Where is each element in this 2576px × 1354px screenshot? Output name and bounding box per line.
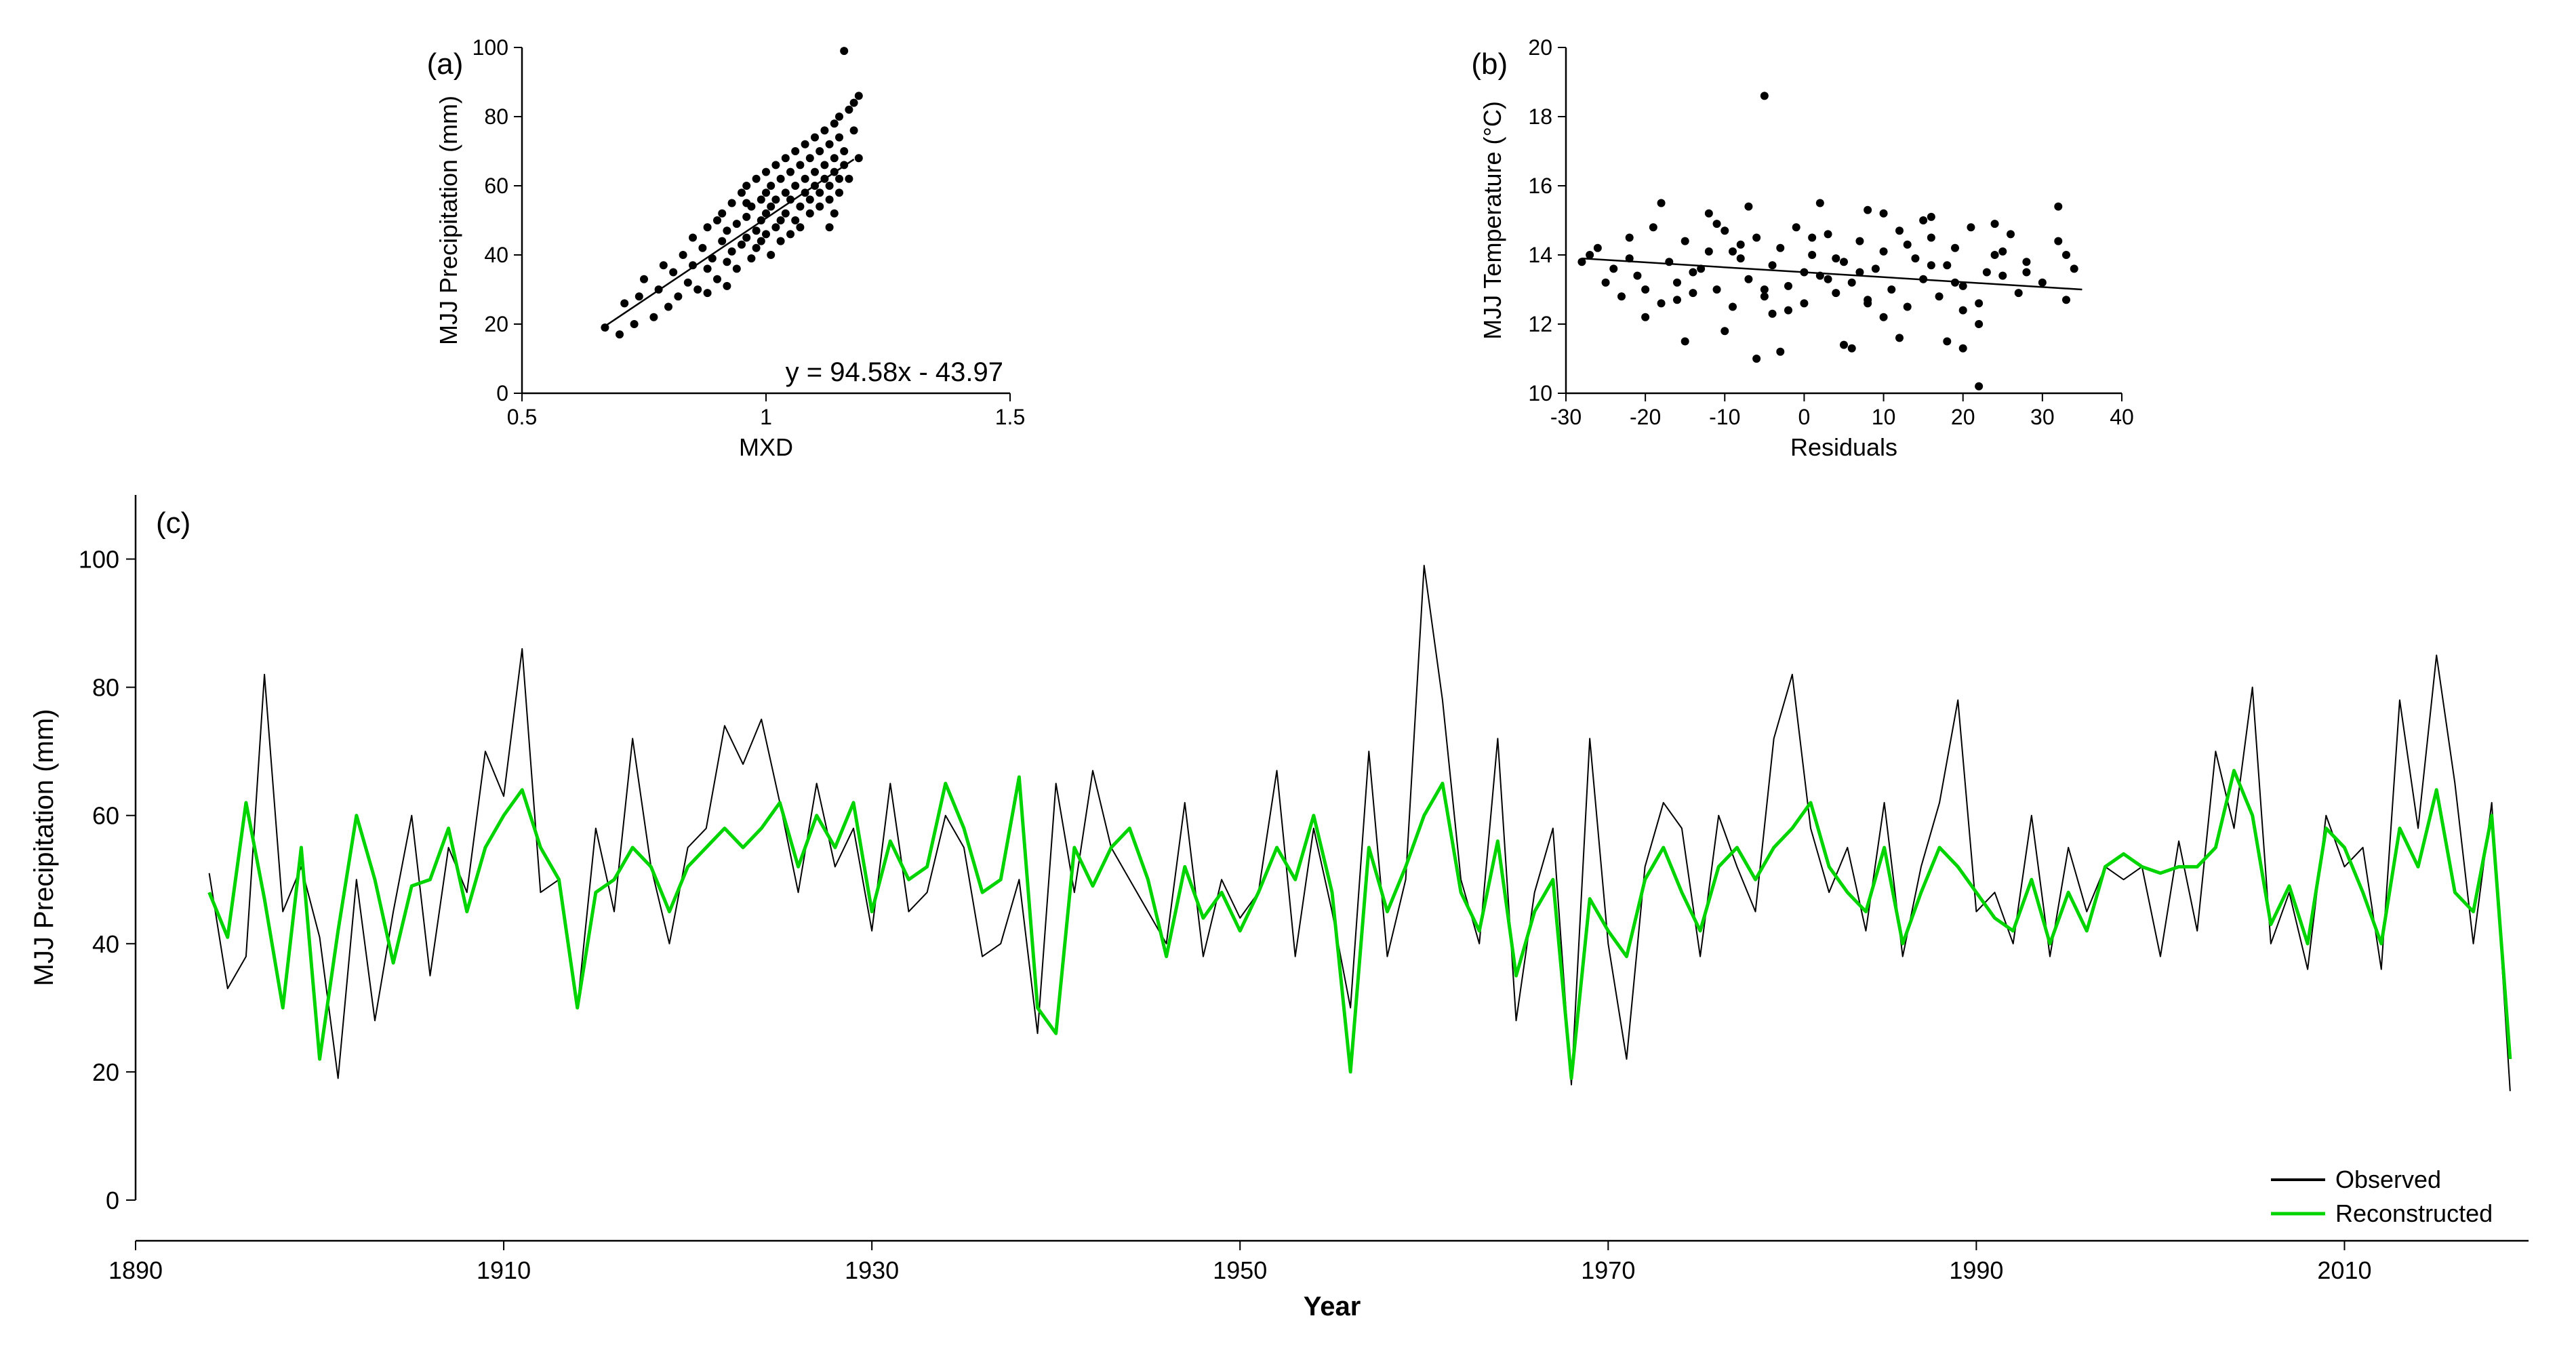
svg-text:16: 16 [1529, 174, 1553, 198]
top-panels-row: (a) 0204060801000.511.5MXDMJJ Precipitat… [20, 20, 2556, 468]
svg-text:0: 0 [106, 1187, 119, 1214]
svg-text:20: 20 [1951, 405, 1975, 429]
svg-text:(c): (c) [156, 506, 190, 540]
svg-text:y = 94.58x - 43.97: y = 94.58x - 43.97 [785, 357, 1003, 387]
svg-text:1950: 1950 [1213, 1256, 1267, 1284]
svg-text:18: 18 [1529, 104, 1553, 129]
svg-text:80: 80 [484, 104, 508, 129]
svg-text:Observed: Observed [2335, 1166, 2441, 1193]
svg-text:1930: 1930 [845, 1256, 899, 1284]
svg-text:1990: 1990 [1949, 1256, 2003, 1284]
panel-c: 0 20 40 60 80 100 1890 1910 1930 1950 1970 1990 2010… [20, 475, 2556, 1329]
svg-text:14: 14 [1529, 243, 1553, 267]
svg-text:20: 20 [484, 312, 508, 336]
svg-text:40: 40 [92, 930, 119, 958]
panel-c-svg: 0 20 40 60 80 100 1890 1910 1930 1950 1970 1990 2010… [20, 475, 2556, 1329]
svg-text:0: 0 [1798, 405, 1811, 429]
panel-b-label: (b) [1471, 47, 1508, 81]
svg-text:MJJ Temperature (°C): MJJ Temperature (°C) [1478, 101, 1506, 340]
svg-text:20: 20 [92, 1058, 119, 1086]
svg-text:1970: 1970 [1581, 1256, 1635, 1284]
svg-text:-30: -30 [1550, 405, 1582, 429]
svg-text:60: 60 [92, 802, 119, 830]
svg-text:60: 60 [484, 174, 508, 198]
svg-text:10: 10 [1872, 405, 1896, 429]
svg-text:MJJ Precipitation (mm): MJJ Precipitation (mm) [435, 96, 462, 345]
panel-a-label: (a) [427, 47, 464, 81]
panel-b-svg: 10 12 14 16 18 20 -30 -20 -10 0 10 20 30 40 Residuals M… [1478, 20, 2142, 468]
svg-text:MXD: MXD [739, 433, 793, 461]
figure-container: (a) 0204060801000.511.5MXDMJJ Precipitat… [20, 20, 2556, 1329]
svg-text:Reconstructed: Reconstructed [2335, 1199, 2493, 1227]
svg-text:1.5: 1.5 [994, 405, 1024, 429]
svg-text:100: 100 [79, 546, 119, 574]
svg-text:1890: 1890 [108, 1256, 163, 1284]
svg-text:Residuals: Residuals [1790, 433, 1897, 461]
svg-text:80: 80 [92, 674, 119, 702]
svg-text:Year: Year [1304, 1292, 1361, 1321]
svg-text:12: 12 [1529, 312, 1553, 336]
svg-text:2010: 2010 [2317, 1256, 2371, 1284]
panel-a-svg: 0 20 40 60 80 100 0.5 1 1.5 MXD MJJ Precipitation … [434, 20, 1030, 468]
svg-text:10: 10 [1529, 381, 1553, 405]
svg-text:30: 30 [2030, 405, 2055, 429]
svg-text:MJJ Precipitation (mm): MJJ Precipitation (mm) [29, 709, 59, 987]
svg-text:100: 100 [472, 35, 508, 60]
svg-text:0.5: 0.5 [506, 405, 536, 429]
svg-text:-20: -20 [1630, 405, 1661, 429]
svg-text:1910: 1910 [477, 1256, 531, 1284]
svg-text:40: 40 [2110, 405, 2135, 429]
svg-text:-10: -10 [1710, 405, 1741, 429]
svg-text:0: 0 [496, 381, 508, 405]
panel-b: (b) 101214161820-30-20-10010203040Residu… [1478, 20, 2142, 468]
svg-text:40: 40 [484, 243, 508, 267]
svg-text:20: 20 [1529, 35, 1553, 60]
svg-text:1: 1 [760, 405, 772, 429]
panel-a: (a) 0204060801000.511.5MXDMJJ Precipitat… [434, 20, 1030, 468]
